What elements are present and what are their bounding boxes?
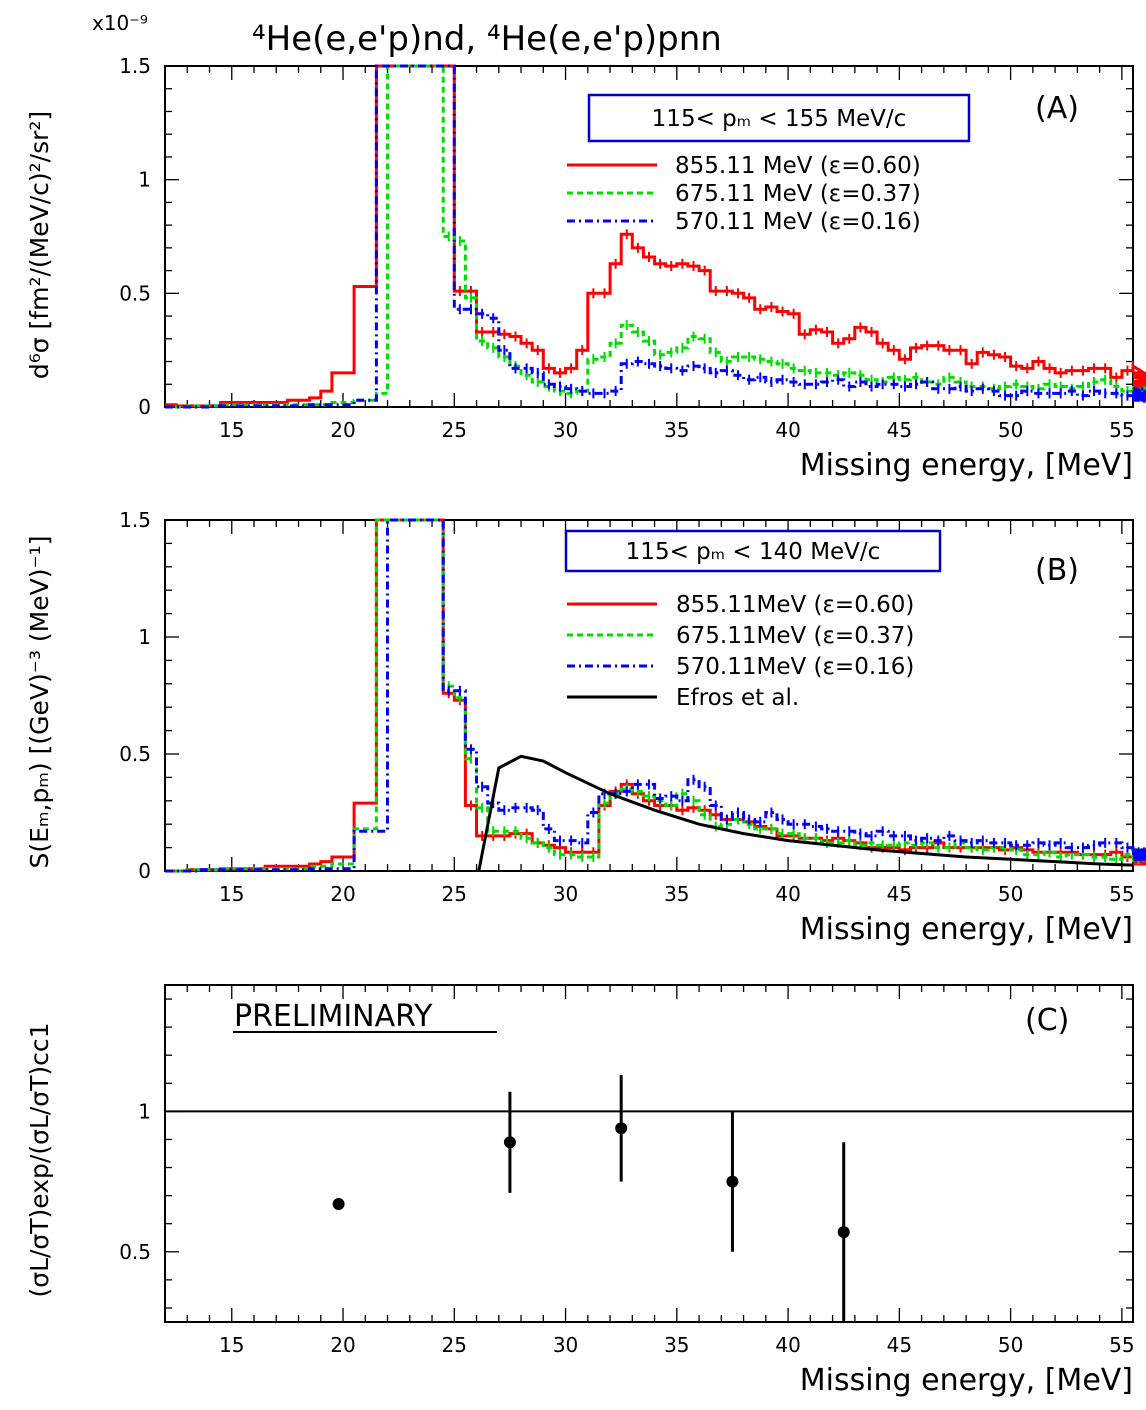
y-tick-label: 1 <box>138 1099 151 1123</box>
x-tick-label: 25 <box>442 1333 467 1357</box>
data-point <box>837 1226 850 1239</box>
y-tick-label: 0 <box>138 395 151 419</box>
panel-label: (C) <box>1025 1003 1069 1038</box>
x-tick-label: 35 <box>664 418 689 442</box>
legend-label-e675: 675.11 MeV (ε=0.37) <box>675 181 921 207</box>
series-line-e570 <box>165 64 1146 409</box>
x-tick-label: 55 <box>1109 418 1134 442</box>
range-label: 115< pₘ < 140 MeV/c <box>626 539 881 565</box>
series-line-e570 <box>165 518 1146 873</box>
y-axis-label: S(Eₘ,pₘ) [(GeV)⁻³ (MeV)⁻¹] <box>25 536 54 869</box>
figure-title: ⁴He(e,e'p)nd, ⁴He(e,e'p)pnn <box>252 19 722 59</box>
y-tick-label: 0 <box>138 859 151 883</box>
legend-label-e570: 570.11MeV (ε=0.16) <box>676 654 914 680</box>
data-point <box>332 1198 345 1211</box>
x-tick-label: 20 <box>330 418 355 442</box>
x-tick-label: 45 <box>887 1333 912 1357</box>
legend-label-e675: 675.11MeV (ε=0.37) <box>676 623 914 649</box>
x-tick-label: 20 <box>330 1333 355 1357</box>
x-tick-label: 45 <box>887 418 912 442</box>
range-box <box>564 529 942 573</box>
data-point <box>615 1122 628 1135</box>
y-tick-label: 1 <box>138 168 151 192</box>
data-point <box>503 1136 516 1149</box>
data-point <box>726 1175 739 1188</box>
panel-label: (B) <box>1035 553 1079 588</box>
legend-label-e855: 855.11MeV (ε=0.60) <box>676 592 914 618</box>
x-tick-label: 55 <box>1109 1333 1134 1357</box>
x-tick-label: 40 <box>775 1333 800 1357</box>
y-axis-label: (σL/σT)exp/(σL/σT)cc1 <box>25 1022 54 1297</box>
x-tick-label: 20 <box>330 882 355 906</box>
panel-c: 15 20 25 30 35 40 45 50 55 0.5 1 Missing energy, [M… <box>25 984 1135 1398</box>
y-tick-label: 0.5 <box>119 281 151 305</box>
x-tick-label: 50 <box>998 418 1023 442</box>
x-tick-label: 15 <box>219 418 244 442</box>
x-tick-label: 25 <box>442 882 467 906</box>
range-box <box>587 93 971 143</box>
x-tick-label: 35 <box>664 882 689 906</box>
exponent-label: x10⁻⁹ <box>92 11 148 35</box>
x-tick-label: 55 <box>1109 882 1134 906</box>
x-axis-label: Missing energy, [MeV] <box>800 912 1133 947</box>
x-axis-label: Missing energy, [MeV] <box>800 1363 1133 1398</box>
x-tick-label: 30 <box>553 418 578 442</box>
x-tick-label: 35 <box>664 1333 689 1357</box>
x-tick-label: 45 <box>887 882 912 906</box>
y-tick-label: 1.5 <box>119 54 151 78</box>
panel-a: 15 20 25 30 35 40 45 50 55 0 0.5 1 1.5 Missing energy… <box>25 54 1146 483</box>
preliminary-label: PRELIMINARY <box>234 999 433 1034</box>
legend-label-e855: 855.11 MeV (ε=0.60) <box>675 153 921 179</box>
y-tick-label: 1 <box>138 625 151 649</box>
x-tick-label: 15 <box>219 882 244 906</box>
x-tick-label: 15 <box>219 1333 244 1357</box>
x-tick-label: 40 <box>775 418 800 442</box>
legend-label-e570: 570.11 MeV (ε=0.16) <box>675 209 921 235</box>
x-tick-label: 30 <box>553 1333 578 1357</box>
y-tick-label: 1.5 <box>119 508 151 532</box>
range-label: 115< pₘ < 155 MeV/c <box>652 106 907 132</box>
y-tick-label: 0.5 <box>119 742 151 766</box>
y-axis-label: d⁶σ [fm²/(MeV/c)²/sr²] <box>25 111 54 379</box>
plot-frame <box>164 984 1134 1323</box>
legend-label-theory: Efros et al. <box>676 685 799 711</box>
x-tick-label: 30 <box>553 882 578 906</box>
panel-b: 15 20 25 30 35 40 45 50 55 0 0.5 1 1.5 Missing energy… <box>25 508 1146 947</box>
x-tick-label: 50 <box>998 882 1023 906</box>
x-tick-label: 25 <box>442 418 467 442</box>
y-tick-label: 0.5 <box>119 1240 151 1264</box>
series-line-theory <box>477 754 1134 872</box>
x-axis-label: Missing energy, [MeV] <box>800 448 1133 483</box>
x-tick-label: 50 <box>998 1333 1023 1357</box>
x-tick-label: 40 <box>775 882 800 906</box>
panel-label: (A) <box>1035 91 1079 126</box>
